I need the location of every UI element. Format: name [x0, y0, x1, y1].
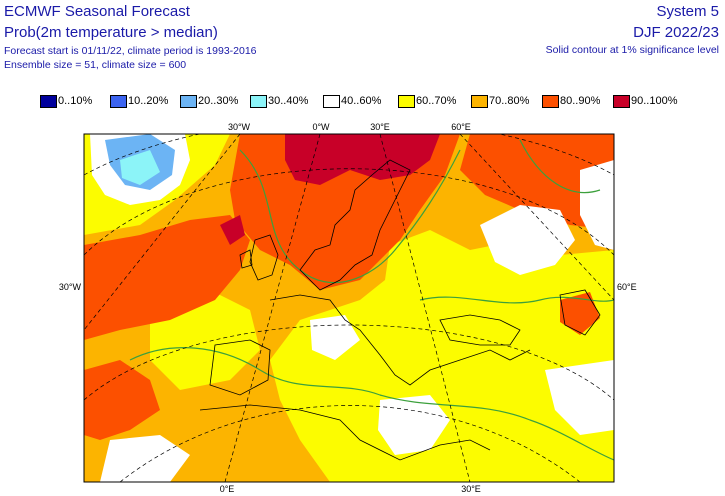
top-lon-label: 30°W: [228, 122, 251, 132]
europe-probability-map: 30°W 0°W 30°E 60°E 30°W 60°E 0°E 30°E: [0, 0, 725, 496]
bottom-lon-label: 0°E: [220, 484, 235, 494]
left-lon-label: 30°W: [59, 282, 82, 292]
top-lon-label: 0°W: [312, 122, 330, 132]
top-lon-label: 30°E: [370, 122, 390, 132]
bottom-lon-label: 30°E: [461, 484, 481, 494]
right-lon-label: 60°E: [617, 282, 637, 292]
top-lon-label: 60°E: [451, 122, 471, 132]
